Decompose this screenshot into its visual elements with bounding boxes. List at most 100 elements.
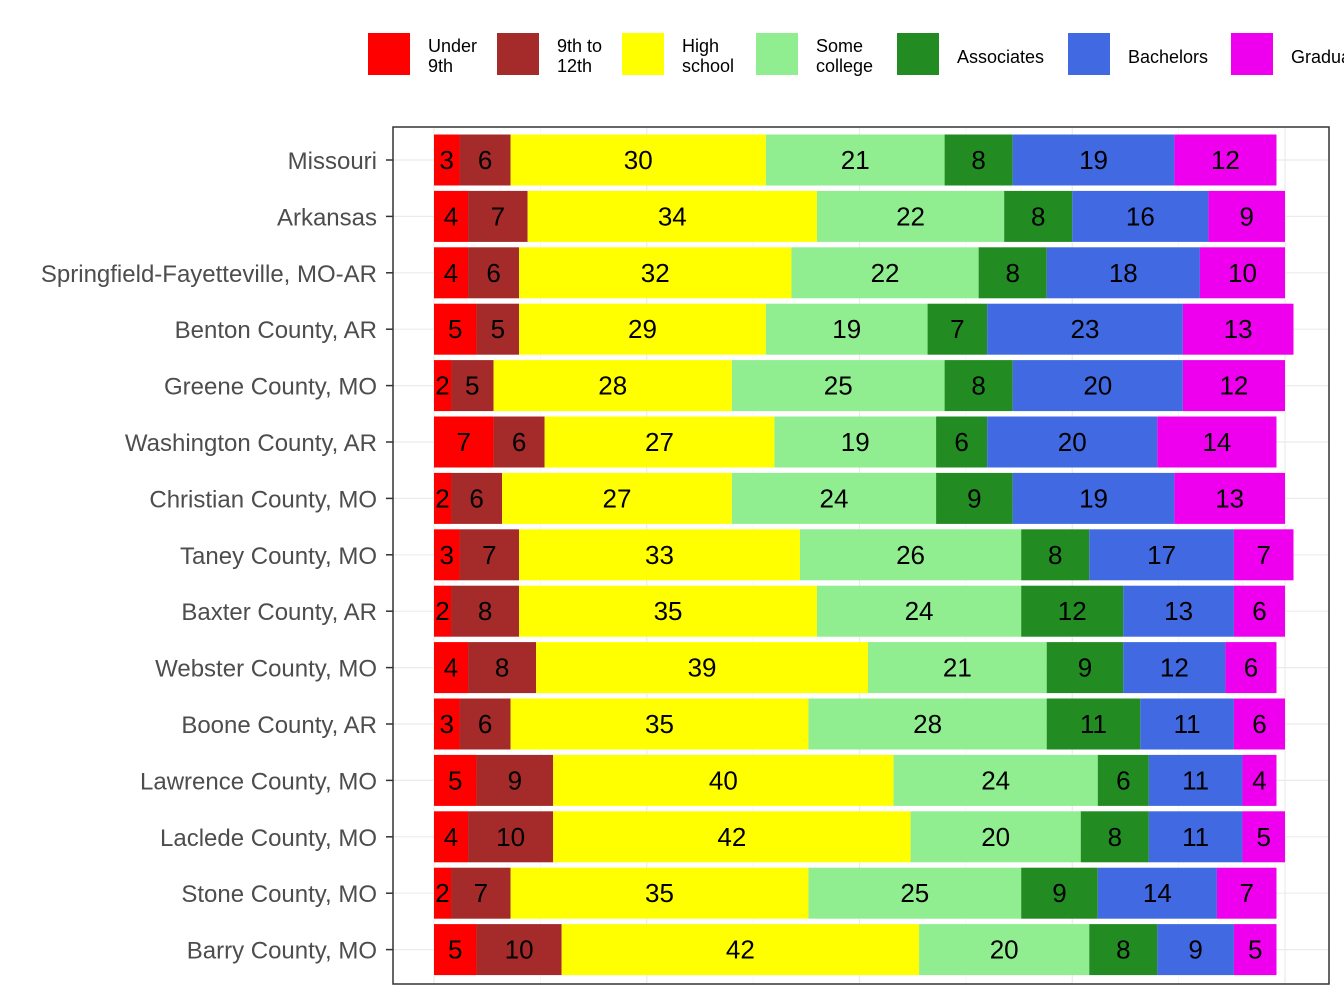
bar-segment bbox=[1148, 754, 1243, 806]
bar-segment bbox=[1004, 190, 1073, 242]
bar-value-label: 8 bbox=[1005, 258, 1019, 288]
bar-value-label: 28 bbox=[913, 709, 942, 739]
bar-value-label: 27 bbox=[645, 427, 674, 457]
bar-segment bbox=[1123, 585, 1234, 637]
y-tick-label: Greene County, MO bbox=[164, 374, 377, 401]
bar-value-label: 8 bbox=[971, 145, 985, 175]
bar-segment bbox=[493, 360, 732, 412]
bar-value-label: 3 bbox=[440, 145, 454, 175]
bar-value-label: 5 bbox=[448, 314, 462, 344]
bar-value-label: 12 bbox=[1219, 371, 1248, 401]
bar-segment bbox=[816, 190, 1005, 242]
y-tick-label: Taney County, MO bbox=[180, 543, 377, 570]
bar-value-label: 14 bbox=[1202, 427, 1231, 457]
bar-value-label: 19 bbox=[841, 427, 870, 457]
bar-value-label: 23 bbox=[1071, 314, 1100, 344]
y-tick-label: Benton County, AR bbox=[175, 317, 377, 344]
bar-value-label: 12 bbox=[1058, 596, 1087, 626]
bar-value-label: 42 bbox=[726, 935, 755, 965]
bar-segment bbox=[1012, 134, 1175, 186]
legend-key bbox=[497, 33, 539, 75]
bar-segment bbox=[1148, 811, 1243, 863]
bar-segment bbox=[536, 642, 869, 694]
bar-value-label: 6 bbox=[512, 427, 526, 457]
bar-value-label: 9 bbox=[1188, 935, 1202, 965]
bar-segment bbox=[451, 472, 503, 524]
legend-label: Some college bbox=[816, 36, 873, 76]
bar-value-label: 2 bbox=[435, 483, 449, 513]
bar-value-label: 5 bbox=[491, 314, 505, 344]
bar-value-label: 19 bbox=[832, 314, 861, 344]
bar-value-label: 3 bbox=[440, 709, 454, 739]
bar-value-label: 17 bbox=[1147, 540, 1176, 570]
bar-segment bbox=[1157, 416, 1277, 468]
legend-label: Graduate bbox=[1291, 47, 1344, 67]
bar-value-label: 2 bbox=[435, 371, 449, 401]
bar-value-label: 26 bbox=[896, 540, 925, 570]
bar-segment bbox=[561, 924, 920, 976]
bar-segment bbox=[910, 811, 1081, 863]
bar-segment bbox=[1021, 585, 1124, 637]
bar-value-label: 20 bbox=[990, 935, 1019, 965]
bar-segment bbox=[434, 924, 477, 976]
bar-segment bbox=[459, 698, 511, 750]
bar-value-label: 6 bbox=[954, 427, 968, 457]
bar-value-label: 5 bbox=[465, 371, 479, 401]
bar-segment bbox=[553, 811, 911, 863]
bar-segment bbox=[1012, 360, 1183, 412]
legend-label: Bachelors bbox=[1128, 47, 1208, 67]
bar-segment bbox=[799, 529, 1022, 581]
bar-segment bbox=[1021, 529, 1090, 581]
y-tick-label: Baxter County, AR bbox=[181, 599, 377, 626]
bar-segment bbox=[510, 698, 809, 750]
bar-segment bbox=[468, 190, 528, 242]
bar-segment bbox=[1182, 360, 1285, 412]
bar-value-label: 21 bbox=[943, 653, 972, 683]
bar-value-label: 7 bbox=[474, 878, 488, 908]
bar-value-label: 4 bbox=[444, 258, 458, 288]
bar-segment bbox=[944, 134, 1013, 186]
bar-segment bbox=[434, 585, 452, 637]
bar-segment bbox=[1242, 754, 1277, 806]
y-tick-label: Barry County, MO bbox=[187, 938, 377, 965]
bar-segment bbox=[434, 247, 469, 299]
bar-segment bbox=[1233, 698, 1285, 750]
bar-value-label: 5 bbox=[1256, 822, 1270, 852]
bar-segment bbox=[502, 472, 732, 524]
bar-value-label: 9 bbox=[1078, 653, 1092, 683]
bar-value-label: 40 bbox=[709, 765, 738, 795]
bar-segment bbox=[1199, 247, 1285, 299]
legend-label: Associates bbox=[957, 47, 1044, 67]
bar-value-label: 6 bbox=[469, 483, 483, 513]
bar-segment bbox=[765, 134, 945, 186]
bar-segment bbox=[476, 754, 554, 806]
bar-value-label: 13 bbox=[1164, 596, 1193, 626]
y-axis: Missouri Arkansas Springfield-Fayetteville… bbox=[41, 148, 393, 965]
bar-segment bbox=[519, 585, 817, 637]
bar-value-label: 10 bbox=[496, 822, 525, 852]
bar-segment bbox=[468, 811, 554, 863]
bar-value-label: 5 bbox=[448, 935, 462, 965]
bar-value-label: 32 bbox=[641, 258, 670, 288]
bar-segment bbox=[434, 472, 452, 524]
bar-value-label: 24 bbox=[820, 483, 849, 513]
value-labels: 3 6 30 21 8 19 124 7 34 22 8 16 94 6 32 22 8 18 105 5 29 19 7 2… bbox=[435, 145, 1271, 965]
bar-value-label: 2 bbox=[435, 878, 449, 908]
bar-segment bbox=[434, 642, 469, 694]
bar-value-label: 33 bbox=[645, 540, 674, 570]
legend-key bbox=[368, 33, 410, 75]
bar-value-label: 7 bbox=[491, 201, 505, 231]
bar-value-label: 22 bbox=[871, 258, 900, 288]
bar-value-label: 6 bbox=[1252, 709, 1266, 739]
bar-value-label: 4 bbox=[1252, 765, 1266, 795]
y-tick-label: Christian County, MO bbox=[149, 486, 377, 513]
bar-segment bbox=[493, 416, 545, 468]
bar-segment bbox=[927, 303, 988, 355]
bar-segment bbox=[1089, 529, 1234, 581]
bar-value-label: 3 bbox=[440, 540, 454, 570]
bars bbox=[434, 134, 1294, 976]
bar-segment bbox=[987, 416, 1158, 468]
bar-value-label: 20 bbox=[1058, 427, 1087, 457]
bar-segment bbox=[451, 867, 511, 919]
bar-segment bbox=[1046, 247, 1200, 299]
